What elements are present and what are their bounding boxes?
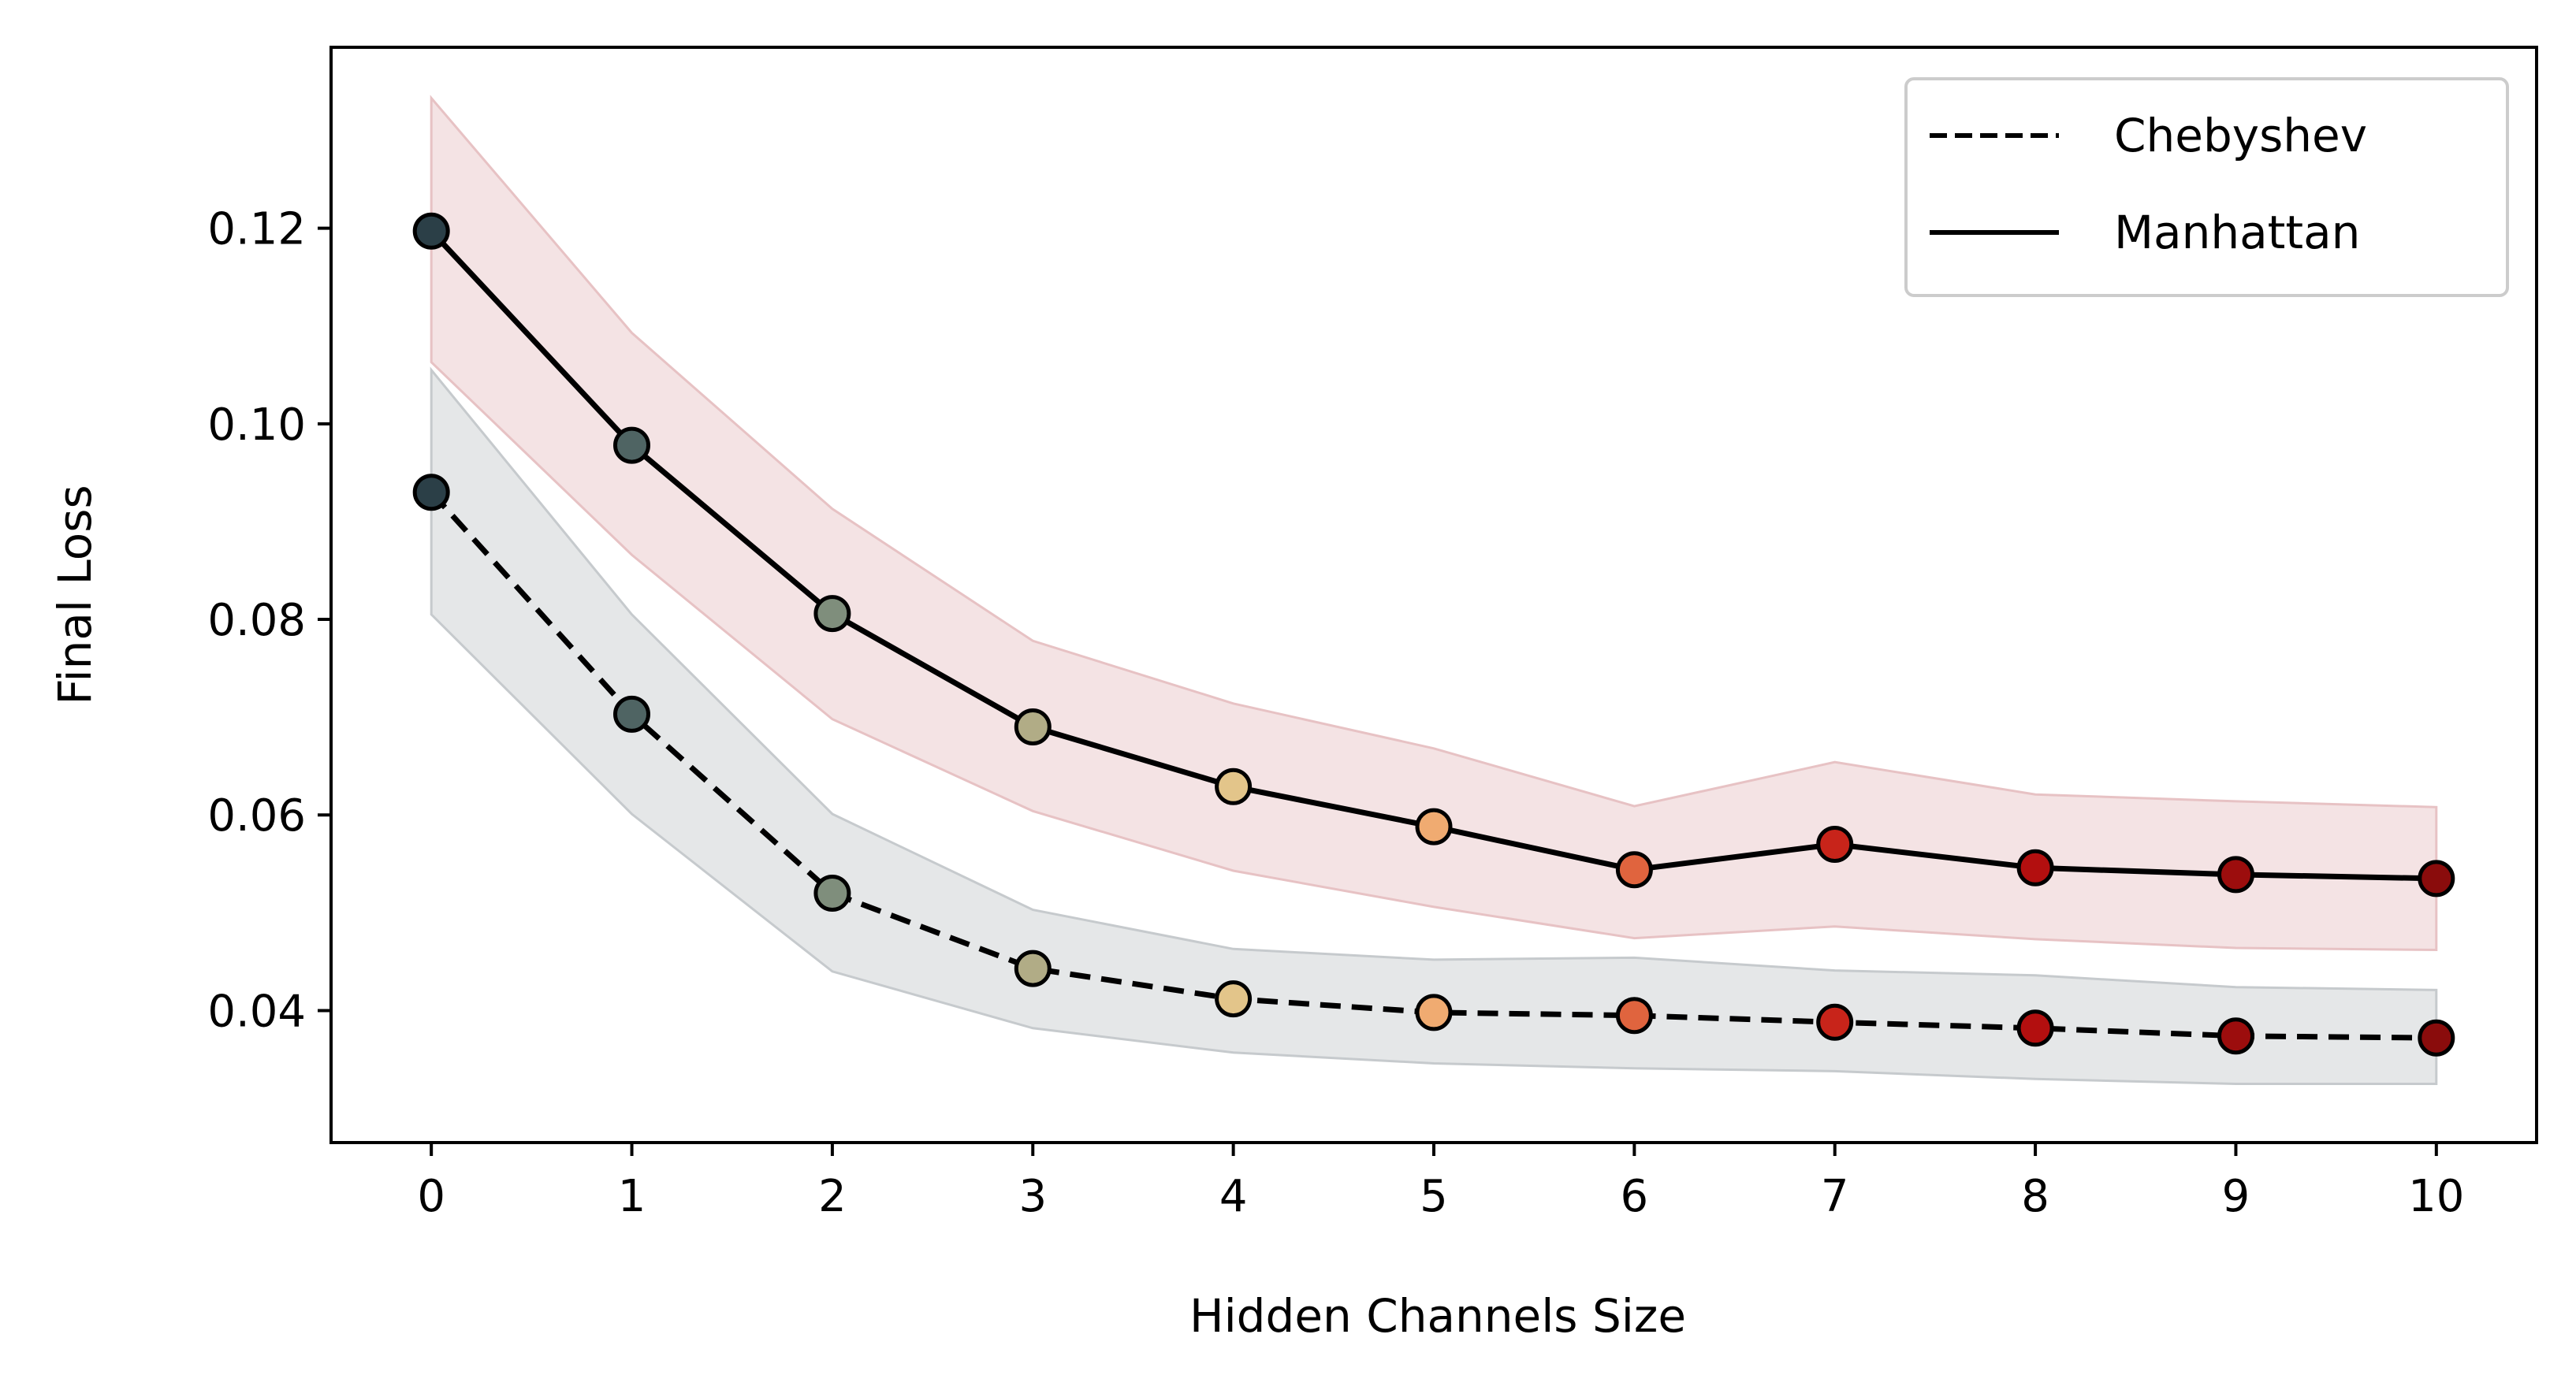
legend: Chebyshev Manhattan — [1904, 77, 2509, 297]
y-tick-label-0.10: 0.10 — [207, 400, 306, 451]
point-chebyshev-8 — [2016, 1009, 2054, 1047]
point-chebyshev-9 — [2217, 1017, 2254, 1055]
axes: 0 1 2 3 4 5 6 7 8 9 10 0.04 0.06 0.08 0.10 0.12 — [207, 46, 2538, 1222]
confidence-bands — [430, 95, 2438, 1085]
point-chebyshev-1 — [613, 695, 650, 733]
y-tick-label-0.04: 0.04 — [207, 986, 306, 1037]
legend-label-chebyshev: Chebyshev — [2114, 109, 2367, 162]
point-manhattan-6 — [1615, 851, 1653, 889]
point-chebyshev-10 — [2418, 1019, 2455, 1057]
y-tick-label-0.08: 0.08 — [207, 595, 306, 646]
x-tick-label-3: 3 — [1018, 1171, 1047, 1222]
y-tick-label-0.06: 0.06 — [207, 790, 306, 842]
x-tick-label-10: 10 — [2408, 1171, 2464, 1222]
y-tick-label-0.12: 0.12 — [207, 204, 306, 255]
point-manhattan-10 — [2418, 860, 2455, 898]
point-chebyshev-6 — [1615, 997, 1653, 1035]
point-manhattan-4 — [1215, 767, 1253, 805]
point-manhattan-3 — [1014, 708, 1052, 745]
point-chebyshev-4 — [1215, 980, 1253, 1018]
x-tick-label-8: 8 — [2021, 1171, 2049, 1222]
point-manhattan-0 — [412, 212, 450, 250]
band-chebyshev — [430, 366, 2438, 1085]
x-tick-label-2: 2 — [818, 1171, 847, 1222]
point-manhattan-1 — [613, 426, 650, 464]
point-manhattan-7 — [1816, 826, 1854, 863]
y-axis-title: Final Loss — [48, 485, 102, 704]
series-markers — [412, 212, 2455, 1057]
point-manhattan-8 — [2016, 849, 2054, 886]
point-chebyshev-5 — [1415, 994, 1453, 1031]
x-tick-label-1: 1 — [618, 1171, 646, 1222]
band-manhattan — [430, 95, 2438, 952]
point-manhattan-2 — [813, 595, 851, 633]
x-tick-label-7: 7 — [1821, 1171, 1849, 1222]
point-manhattan-9 — [2217, 856, 2254, 894]
legend-label-manhattan: Manhattan — [2114, 206, 2360, 259]
x-tick-label-4: 4 — [1219, 1171, 1248, 1222]
x-axis-title: Hidden Channels Size — [1189, 1289, 1686, 1343]
x-tick-label-5: 5 — [1420, 1171, 1448, 1222]
legend-box — [1904, 77, 2509, 297]
point-chebyshev-0 — [412, 474, 450, 511]
point-manhattan-5 — [1415, 808, 1453, 846]
x-tick-label-9: 9 — [2222, 1171, 2250, 1222]
point-chebyshev-2 — [813, 875, 851, 912]
x-tick-label-6: 6 — [1621, 1171, 1649, 1222]
point-chebyshev-7 — [1816, 1003, 1854, 1041]
point-chebyshev-3 — [1014, 950, 1052, 987]
x-tick-label-0: 0 — [417, 1171, 445, 1222]
